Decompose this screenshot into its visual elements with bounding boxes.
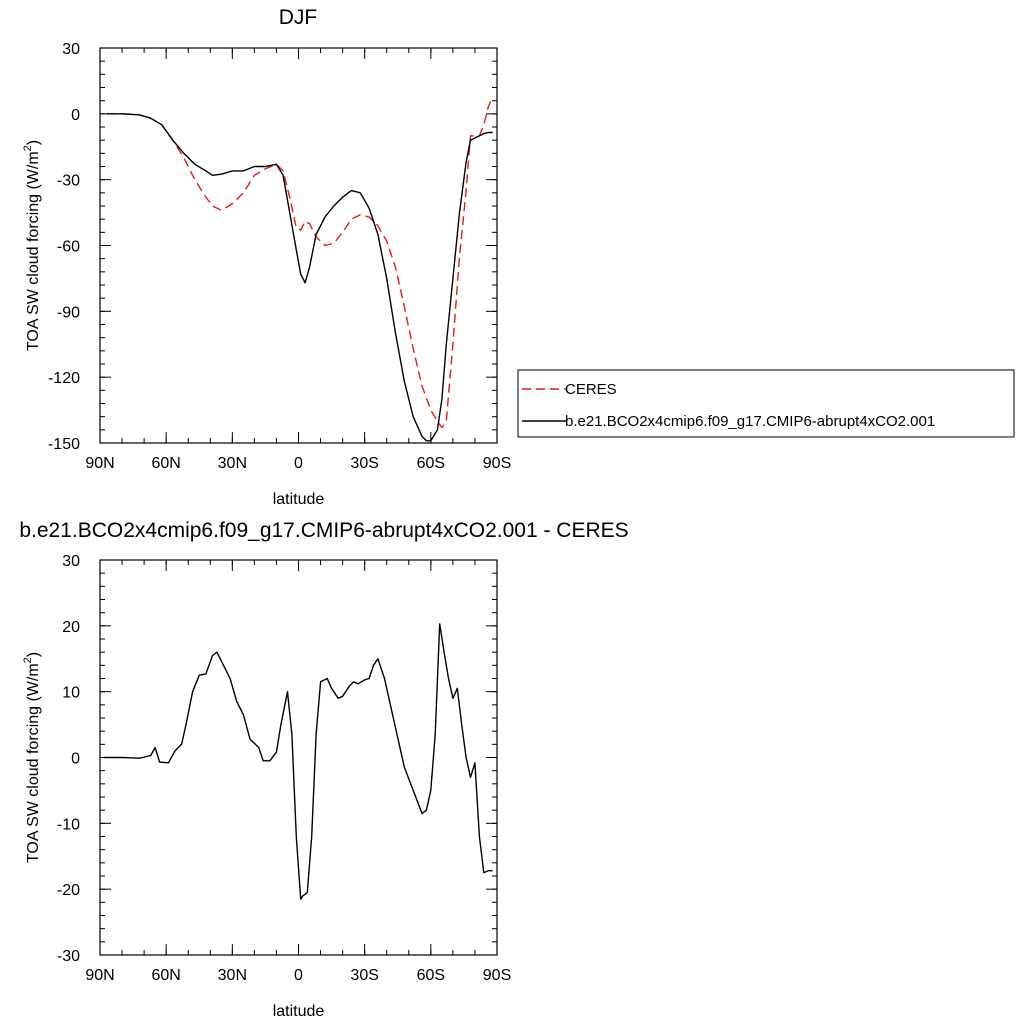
y-tick-label: 30	[62, 41, 80, 58]
x-tick-label: 90S	[483, 967, 511, 984]
y-tick-label: -30	[57, 948, 80, 965]
x-axis-label: latitude	[273, 1003, 325, 1020]
y-tick-label: 0	[71, 751, 80, 768]
y-axis-label-close: )	[25, 140, 42, 145]
y-tick-label: 0	[71, 107, 80, 124]
x-tick-label: 60N	[151, 455, 180, 472]
y-axis-label-superscript: 2	[22, 145, 34, 151]
plot-frame	[99, 559, 498, 956]
plot-frame	[99, 47, 498, 444]
chart-panel-2: b.e21.BCO2x4cmip6.f09_g17.CMIP6-abrupt4x…	[19, 519, 628, 1020]
legend-box	[517, 369, 1015, 438]
x-tick-label: 30N	[218, 967, 247, 984]
y-tick-label: 20	[62, 619, 80, 636]
y-tick-label: -60	[57, 239, 80, 256]
series-line-2	[106, 113, 493, 442]
legend: CERES b.e21.BCO2x4cmip6.f09_g17.CMIP6-abr…	[517, 369, 1015, 438]
chart-panel-1: DJF 90N 60N 30N 0 30S 60S 90S 30 0 -30 -60 -90 -120 -1…	[22, 6, 1015, 508]
x-tick-label: 0	[294, 455, 303, 472]
chart-title: DJF	[279, 6, 318, 29]
x-tick-label: 90S	[483, 455, 511, 472]
y-axis-label-text: TOA SW cloud forcing (W/m	[25, 151, 42, 351]
y-axis-label-text: TOA SW cloud forcing (W/m	[25, 663, 42, 863]
x-tick-label: 0	[294, 967, 303, 984]
x-axis-label: latitude	[273, 491, 325, 508]
y-tick-label: -30	[57, 173, 80, 190]
y-tick-label: -20	[57, 882, 80, 899]
series-line-1	[106, 96, 494, 429]
y-tick-label: -120	[48, 370, 80, 387]
y-tick-label: -90	[57, 304, 80, 321]
x-tick-label: 60S	[417, 967, 445, 984]
x-tick-label: 30S	[350, 967, 378, 984]
legend-label: b.e21.BCO2x4cmip6.f09_g17.CMIP6-abrupt4x…	[565, 413, 935, 430]
x-tick-label: 30S	[350, 455, 378, 472]
x-tick-label: 90N	[85, 455, 114, 472]
y-axis-label-superscript: 2	[22, 657, 34, 663]
y-tick-label: 10	[62, 685, 80, 702]
legend-label: CERES	[565, 381, 617, 398]
x-tick-label: 60N	[151, 967, 180, 984]
y-tick-label: -150	[48, 436, 80, 453]
x-tick-label: 90N	[85, 967, 114, 984]
x-tick-label: 30N	[218, 455, 247, 472]
y-axis-label-close: )	[25, 652, 42, 657]
x-tick-label: 60S	[417, 455, 445, 472]
y-axis-label: TOA SW cloud forcing (W/m2)	[22, 652, 42, 863]
y-tick-label: -10	[57, 816, 80, 833]
y-tick-label: 30	[62, 553, 80, 570]
chart-title: b.e21.BCO2x4cmip6.f09_g17.CMIP6-abrupt4x…	[19, 519, 628, 542]
series-line-1	[104, 623, 493, 900]
y-axis-label: TOA SW cloud forcing (W/m2)	[22, 140, 42, 351]
